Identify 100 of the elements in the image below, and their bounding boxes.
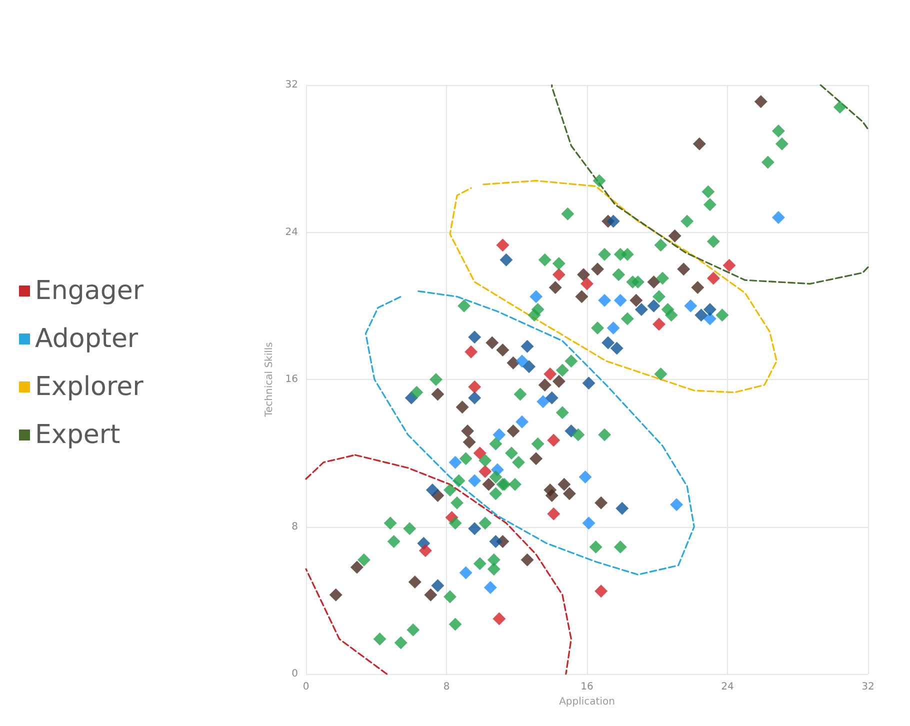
point — [492, 428, 506, 442]
y-tick-label: 16 — [285, 374, 298, 385]
point — [462, 436, 476, 449]
line-series — [364, 290, 695, 576]
point — [431, 388, 444, 401]
point — [548, 280, 562, 294]
point — [496, 238, 510, 252]
x-axis-title: Application — [559, 696, 615, 708]
legend-label: Explorer — [35, 372, 144, 402]
point — [516, 415, 529, 428]
point — [616, 502, 629, 515]
point — [578, 470, 592, 484]
point — [484, 580, 497, 594]
point — [461, 424, 474, 438]
point — [552, 374, 566, 388]
point — [545, 488, 558, 502]
legend-label: Adopter — [35, 324, 138, 354]
point — [634, 303, 648, 316]
point — [614, 294, 627, 307]
point — [424, 588, 438, 602]
point — [426, 483, 439, 496]
point — [506, 424, 520, 438]
point — [544, 367, 557, 380]
point — [594, 496, 608, 510]
point — [478, 465, 492, 478]
point — [448, 456, 462, 469]
point — [418, 544, 432, 558]
x-tick-label: 24 — [721, 682, 734, 692]
y-tick-label: 32 — [285, 80, 298, 90]
point — [530, 452, 543, 466]
point — [610, 342, 624, 355]
point — [520, 553, 534, 566]
point — [684, 299, 698, 312]
point — [482, 478, 496, 491]
point — [522, 360, 536, 374]
point — [486, 336, 499, 350]
y-tick-label: 8 — [292, 521, 298, 532]
point — [468, 330, 482, 344]
point — [582, 516, 596, 530]
point — [594, 584, 608, 598]
point — [598, 294, 612, 307]
point — [652, 318, 666, 331]
point — [538, 378, 552, 392]
point — [456, 400, 469, 414]
point — [506, 356, 520, 370]
legend-label: Engager — [35, 276, 144, 306]
point — [582, 376, 596, 390]
point — [350, 560, 364, 574]
point — [691, 280, 704, 294]
y-axis-title: Technical Skills — [264, 342, 275, 418]
point — [754, 95, 768, 108]
point — [468, 474, 482, 488]
point — [500, 253, 513, 266]
point — [580, 277, 594, 290]
legend-label: Expert — [35, 420, 120, 450]
point — [647, 299, 660, 312]
point — [489, 534, 502, 548]
point — [431, 579, 444, 592]
x-tick-label: 0 — [302, 682, 310, 692]
y-tick-label: 0 — [292, 668, 298, 680]
point — [630, 294, 643, 307]
point — [706, 272, 720, 285]
point — [647, 275, 660, 288]
point — [606, 321, 620, 334]
point — [772, 211, 785, 224]
point — [473, 446, 486, 460]
point — [670, 498, 684, 512]
point — [520, 340, 534, 353]
y-tick-label: 24 — [285, 226, 298, 238]
x-tick-label: 8 — [443, 682, 450, 692]
point — [547, 434, 560, 447]
point — [545, 391, 558, 404]
x-tick-label: 16 — [580, 682, 594, 692]
point — [496, 344, 510, 357]
point — [408, 575, 422, 588]
point — [576, 268, 590, 282]
point — [703, 303, 716, 316]
point — [464, 345, 478, 358]
point — [677, 262, 690, 276]
x-tick-label: 32 — [862, 682, 874, 692]
point — [329, 588, 342, 602]
point — [536, 395, 550, 408]
point — [562, 487, 576, 500]
point — [591, 262, 604, 276]
point — [468, 380, 482, 394]
point — [468, 391, 482, 404]
point — [492, 612, 506, 626]
point — [468, 522, 482, 536]
point — [668, 229, 682, 242]
point — [692, 137, 706, 150]
point — [459, 566, 472, 580]
point — [606, 214, 620, 228]
point — [602, 336, 615, 350]
point — [694, 308, 708, 322]
point — [530, 290, 543, 304]
point — [547, 507, 560, 520]
point — [516, 354, 529, 368]
point — [722, 258, 736, 272]
point — [552, 268, 566, 282]
point — [575, 290, 588, 304]
